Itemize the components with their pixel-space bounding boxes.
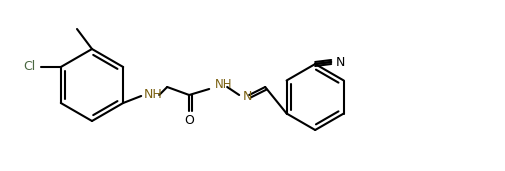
- Text: NH: NH: [215, 77, 233, 90]
- Text: N: N: [336, 56, 345, 69]
- Text: NH: NH: [144, 89, 163, 102]
- Text: O: O: [184, 114, 194, 127]
- Text: N: N: [243, 89, 252, 102]
- Text: Cl: Cl: [24, 61, 36, 74]
